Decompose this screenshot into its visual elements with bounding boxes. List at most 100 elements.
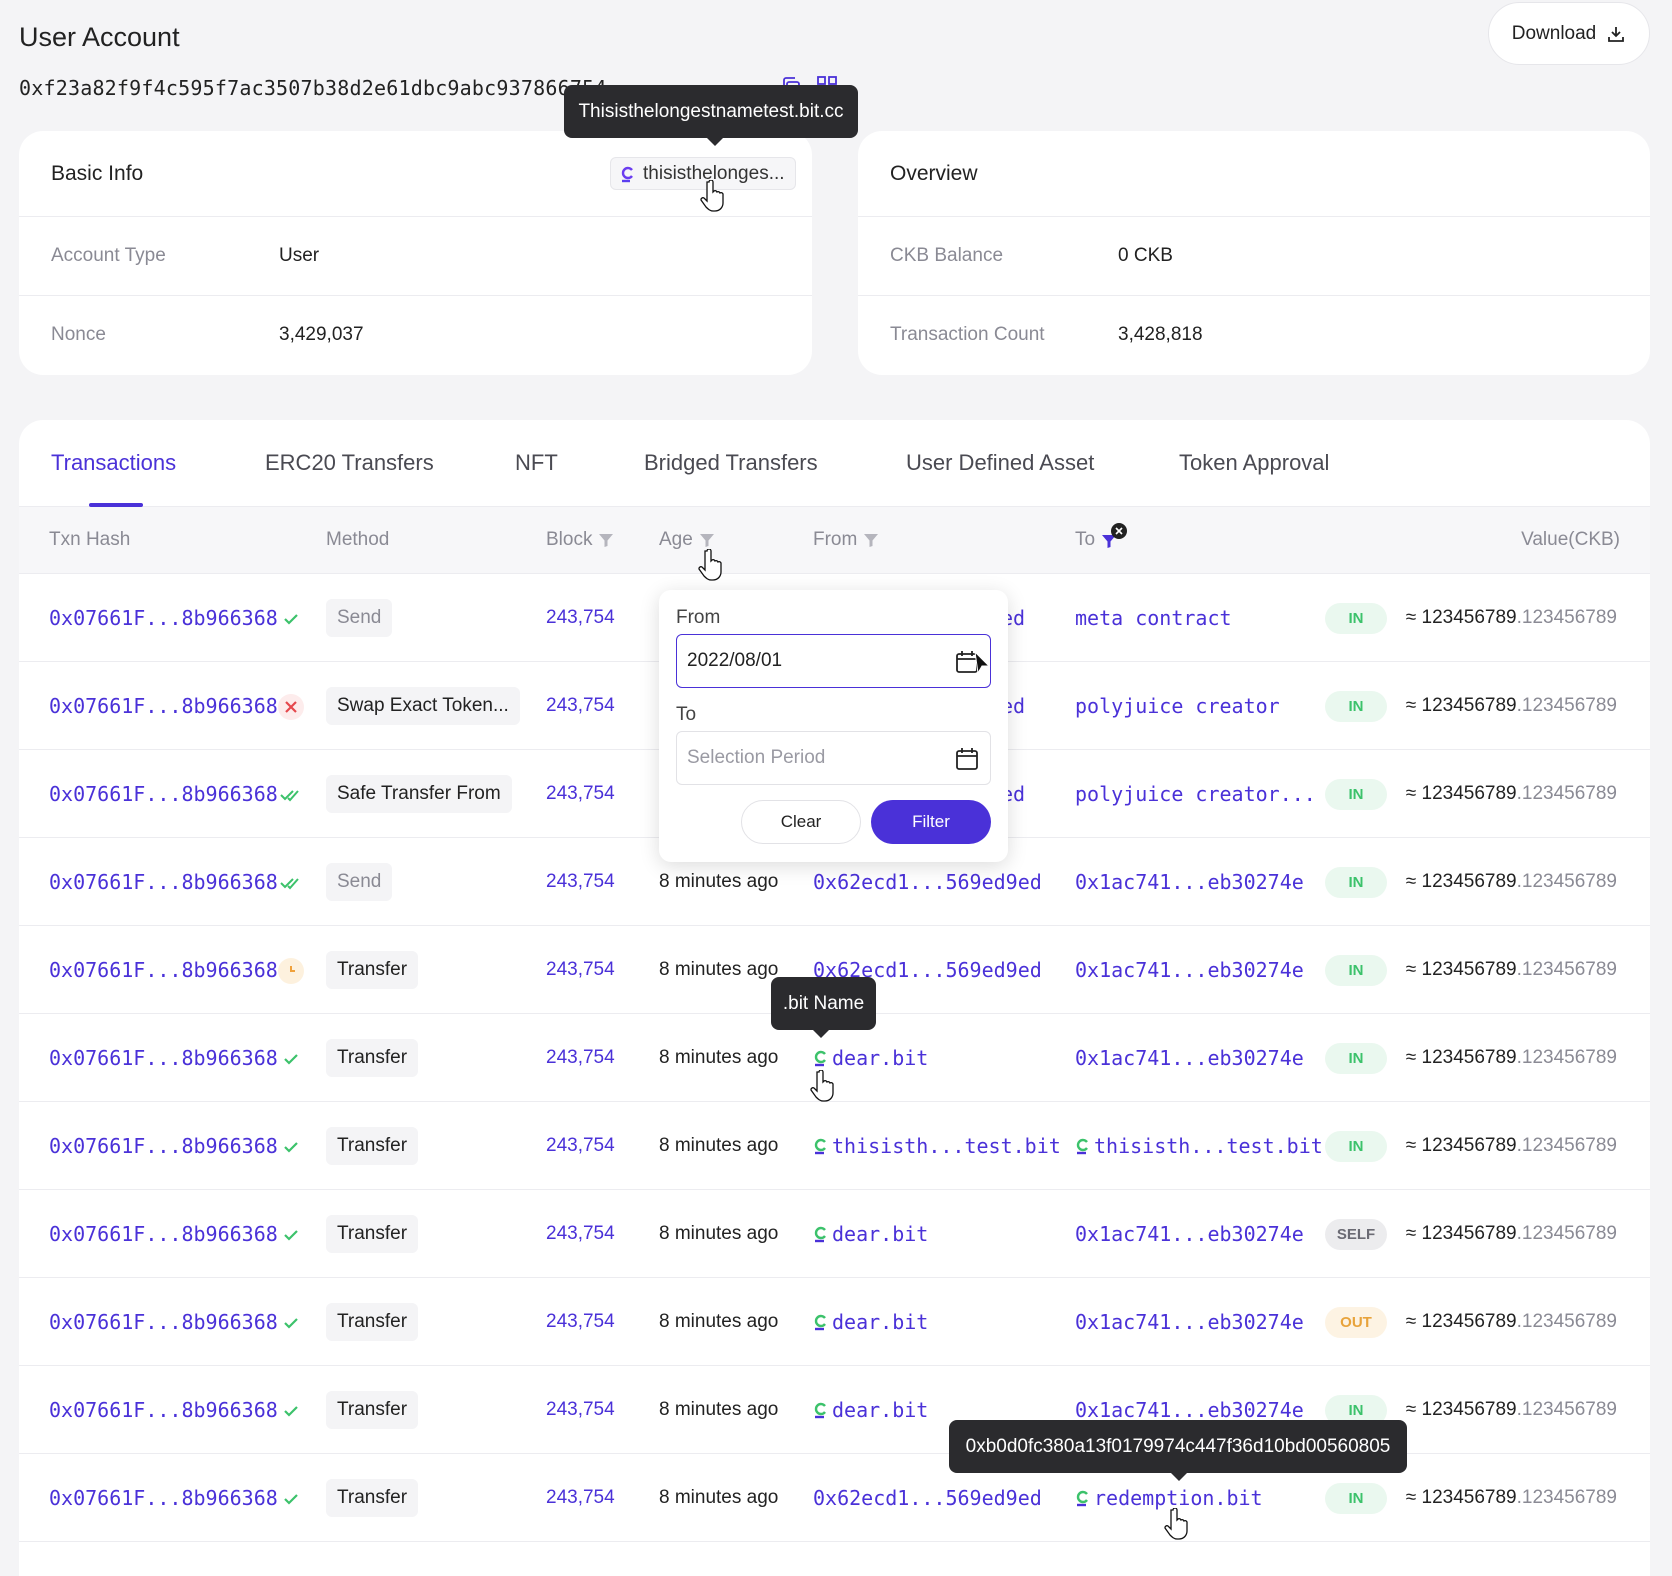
- from-link[interactable]: dear.bit: [813, 1190, 928, 1278]
- txn-hash-link[interactable]: 0x07661F...8b966368: [49, 1134, 278, 1158]
- txn-hash-link[interactable]: 0x07661F...8b966368: [49, 870, 278, 894]
- method-chip: Transfer: [326, 1303, 419, 1341]
- tab-nft[interactable]: NFT: [515, 450, 558, 475]
- to-link[interactable]: 0x1ac741...eb30274e: [1075, 838, 1304, 926]
- to-link[interactable]: 0x1ac741...eb30274e: [1075, 1014, 1304, 1102]
- txn-hash-link[interactable]: 0x07661F...8b966368: [49, 1486, 278, 1510]
- value-decimal: .123456789: [1516, 695, 1617, 716]
- value-decimal: .123456789: [1516, 607, 1617, 628]
- success-status-icon: [278, 606, 304, 632]
- info-label: CKB Balance: [890, 245, 1004, 266]
- bit-logo-icon: [814, 1138, 826, 1155]
- block-link[interactable]: 243,754: [546, 1223, 615, 1244]
- block-link[interactable]: 243,754: [546, 607, 615, 628]
- to-filter-active[interactable]: [1101, 523, 1128, 549]
- tab-user-defined-asset[interactable]: User Defined Asset: [906, 450, 1095, 475]
- txn-hash-link[interactable]: 0x07661F...8b966368: [49, 606, 278, 630]
- clear-button[interactable]: Clear: [741, 800, 861, 844]
- from-link[interactable]: dear.bit: [813, 1366, 928, 1454]
- to-link[interactable]: redemption.bit: [1075, 1454, 1263, 1542]
- txn-hash-link[interactable]: 0x07661F...8b966368: [49, 1310, 278, 1334]
- value-integer: ≈ 123456789: [1405, 1399, 1517, 1420]
- value-integer: ≈ 123456789: [1405, 871, 1517, 892]
- txn-hash-link[interactable]: 0x07661F...8b966368: [49, 958, 278, 982]
- clear-filter-icon[interactable]: [1111, 523, 1128, 539]
- bit-name-label-tooltip: .bit Name: [771, 977, 876, 1038]
- from-filter-icon[interactable]: [863, 532, 879, 548]
- to-link[interactable]: 0x1ac741...eb30274e: [1075, 926, 1304, 1014]
- from-link[interactable]: dear.bit: [813, 1278, 928, 1366]
- txn-hash-link[interactable]: 0x07661F...8b966368: [49, 1046, 278, 1070]
- to-text: 0x1ac741...eb30274e: [1075, 1046, 1304, 1070]
- value-integer: ≈ 123456789: [1405, 695, 1517, 716]
- bit-logo-icon: [814, 1226, 826, 1243]
- age-text: 8 minutes ago: [659, 1135, 779, 1156]
- to-link[interactable]: meta contract: [1075, 574, 1232, 662]
- age-text: 8 minutes ago: [659, 959, 779, 980]
- to-link[interactable]: polyjuice creator: [1075, 662, 1280, 750]
- block-link[interactable]: 243,754: [546, 783, 615, 804]
- bit-logo-icon: [1076, 1490, 1088, 1507]
- date-filter-popover: From 2022/08/01 To Selection Period Clea…: [659, 590, 1008, 862]
- txn-hash-link[interactable]: 0x07661F...8b966368: [49, 1398, 278, 1422]
- tab-transactions[interactable]: Transactions: [51, 450, 177, 475]
- download-icon: [1608, 26, 1625, 42]
- age-text: 8 minutes ago: [659, 1487, 779, 1508]
- block-link[interactable]: 243,754: [546, 695, 615, 716]
- date-from-input[interactable]: 2022/08/01: [676, 634, 991, 688]
- date-to-placeholder: Selection Period: [687, 747, 826, 768]
- block-filter-icon[interactable]: [598, 532, 614, 548]
- bit-logo-icon: [621, 166, 633, 182]
- block-link[interactable]: 243,754: [546, 1047, 615, 1068]
- success-status-icon: [278, 1134, 304, 1160]
- direction-badge: IN: [1325, 779, 1387, 810]
- table-row: 0x07661F...8b966368 Send 243,754 8 minutes …: [19, 838, 1650, 926]
- to-link[interactable]: polyjuice creator...: [1075, 750, 1316, 838]
- txn-hash-link[interactable]: 0x07661F...8b966368: [49, 694, 278, 718]
- from-text: dear.bit: [832, 1310, 929, 1334]
- tab-bridged-transfers[interactable]: Bridged Transfers: [644, 450, 818, 475]
- overview-card: Overview CKB Balance 0 CKB Transaction C…: [858, 131, 1650, 375]
- bit-logo-icon: [814, 1314, 826, 1331]
- bit-logo-icon: [814, 1050, 826, 1067]
- block-link[interactable]: 243,754: [546, 1399, 615, 1420]
- to-link[interactable]: 0x1ac741...eb30274e: [1075, 1190, 1304, 1278]
- block-link[interactable]: 243,754: [546, 1135, 615, 1156]
- finalized-status-icon: [278, 870, 304, 896]
- download-button[interactable]: Download: [1488, 2, 1650, 65]
- account-address: 0xf23a82f9f4c595f7ac3507b38d2e61dbc9abc9…: [19, 76, 607, 100]
- to-filter-icon[interactable]: [1101, 533, 1117, 549]
- block-link[interactable]: 243,754: [546, 1487, 615, 1508]
- block-link[interactable]: 243,754: [546, 871, 615, 892]
- tab-erc20-transfers[interactable]: ERC20 Transfers: [265, 450, 434, 475]
- txn-hash-link[interactable]: 0x07661F...8b966368: [49, 1222, 278, 1246]
- method-chip: Swap Exact Token...: [326, 687, 520, 725]
- bit-name-chip[interactable]: thisisthelonges...: [610, 157, 796, 190]
- age-filter-icon[interactable]: [699, 532, 715, 548]
- finalized-status-icon: [278, 782, 304, 808]
- from-link[interactable]: dear.bit: [813, 1014, 928, 1102]
- date-from-value: 2022/08/01: [687, 650, 783, 671]
- to-text: redemption.bit: [1094, 1486, 1263, 1510]
- to-text: meta contract: [1075, 606, 1232, 630]
- value-decimal: .123456789: [1516, 959, 1617, 980]
- info-value: 0 CKB: [1118, 245, 1173, 266]
- to-link[interactable]: 0x1ac741...eb30274e: [1075, 1366, 1304, 1454]
- value-integer: ≈ 123456789: [1405, 1223, 1517, 1244]
- block-link[interactable]: 243,754: [546, 959, 615, 980]
- txn-hash-link[interactable]: 0x07661F...8b966368: [49, 782, 278, 806]
- to-link[interactable]: 0x1ac741...eb30274e: [1075, 1278, 1304, 1366]
- calendar-icon[interactable]: [954, 746, 980, 772]
- from-link[interactable]: thisisth...test.bit: [813, 1102, 1061, 1190]
- from-link[interactable]: 0x62ecd1...569ed9ed: [813, 1454, 1042, 1542]
- value-cell: ≈ 123456789.123456789: [1406, 662, 1617, 750]
- col-label: To: [1075, 529, 1096, 550]
- filter-button[interactable]: Filter: [871, 800, 991, 844]
- tab-token-approval[interactable]: Token Approval: [1179, 450, 1330, 475]
- to-link[interactable]: thisisth...test.bit: [1075, 1102, 1323, 1190]
- value-cell: ≈ 123456789.123456789: [1406, 926, 1617, 1014]
- block-link[interactable]: 243,754: [546, 1311, 615, 1332]
- success-status-icon: [278, 1046, 304, 1072]
- date-to-input[interactable]: Selection Period: [676, 731, 991, 785]
- from-link[interactable]: 0x62ecd1...569ed9ed: [813, 838, 1042, 926]
